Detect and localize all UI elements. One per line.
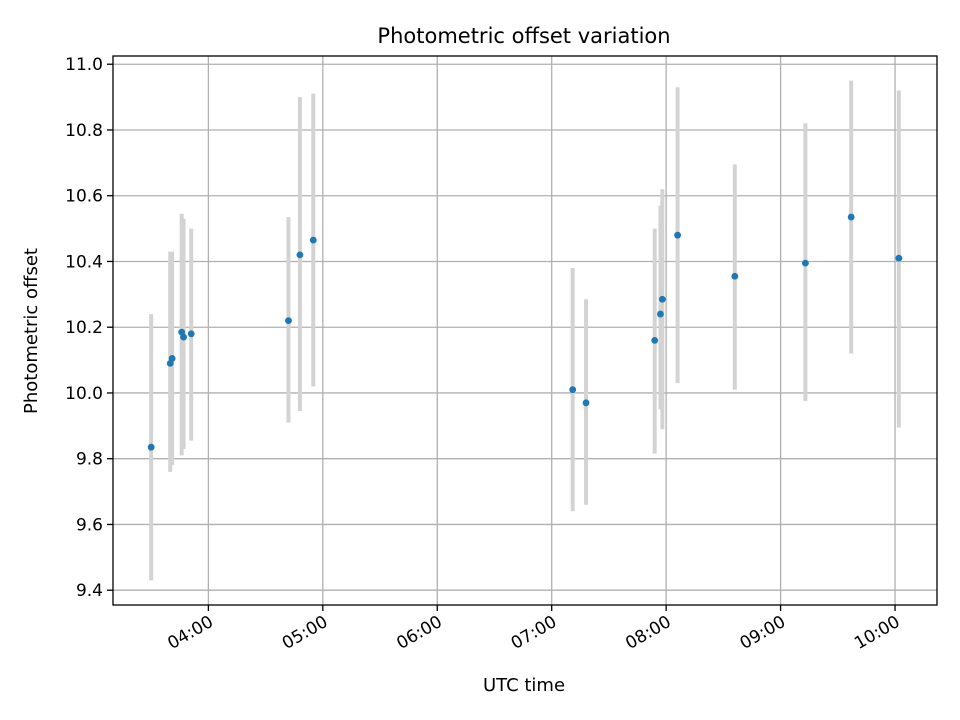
data-point <box>895 254 903 262</box>
y-axis-ticks: 9.4 9.6 9.8 10.0 10.2 10.4 10.6 10.8 11.0 <box>65 55 113 601</box>
data-point <box>847 213 855 221</box>
data-points <box>147 213 903 451</box>
data-point <box>582 399 590 407</box>
y-tick-label: 9.8 <box>76 450 103 470</box>
data-point <box>168 355 176 362</box>
data-point <box>651 336 659 344</box>
chart-title: Photometric offset variation <box>377 24 670 48</box>
data-point <box>731 272 739 280</box>
x-axis-label: UTC time <box>483 675 565 696</box>
data-point <box>147 443 155 451</box>
y-tick-label: 11.0 <box>65 55 103 75</box>
y-tick-label: 10.8 <box>65 121 103 141</box>
data-point <box>285 317 292 325</box>
data-point <box>674 231 681 239</box>
y-tick-label: 10.6 <box>65 187 103 207</box>
plot-area-frame <box>112 55 938 606</box>
data-point <box>657 310 664 318</box>
data-point <box>801 259 809 267</box>
data-point <box>569 386 577 394</box>
grid <box>113 56 937 605</box>
y-tick-label: 10.2 <box>65 318 103 338</box>
data-point <box>309 236 317 244</box>
y-tick-label: 10.0 <box>65 384 103 404</box>
y-axis-label: Photometric offset <box>21 248 42 414</box>
y-tick-label: 10.4 <box>65 252 103 272</box>
y-tick-label: 9.6 <box>76 515 103 535</box>
data-point <box>180 333 187 341</box>
data-point <box>296 251 304 259</box>
y-tick-label: 9.4 <box>76 581 103 601</box>
data-point <box>187 330 195 338</box>
data-point <box>658 295 666 303</box>
